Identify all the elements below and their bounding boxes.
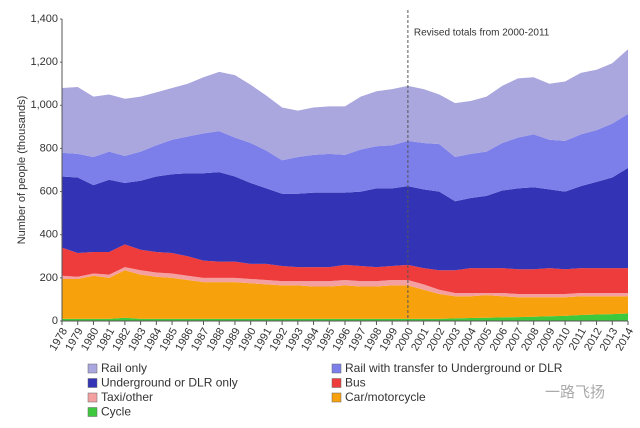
y-tick-label: 1,200 [30,56,58,68]
legend-swatch [331,392,342,403]
y-tick-label: 1,400 [30,13,58,25]
legend-label: Bus [345,376,366,390]
legend-swatch [87,378,98,388]
legend-label: Cycle [101,405,131,419]
area [62,167,628,271]
y-tick-label: 600 [40,185,58,197]
area [62,244,628,295]
y-tick-label: 1,000 [30,99,58,111]
y-tick-label: 800 [40,142,58,154]
area [62,267,628,298]
legend-swatch [87,407,98,417]
legend-swatch [331,363,342,374]
legend-label: Taxi/other [101,390,153,404]
legend-label: Underground or DLR only [101,376,238,390]
area [62,49,628,161]
annotation-text: Revised totals from 2000-2011 [414,28,550,39]
area [62,313,628,321]
legend-swatch [331,378,342,388]
watermark: 一路飞扬 [545,384,605,401]
y-tick-label: 400 [40,229,58,241]
y-axis-title: Number of people (thousands) [16,96,28,245]
area [62,270,628,319]
y-tick-label: 200 [40,272,58,284]
legend-label: Rail with transfer to Underground or DLR [345,361,563,375]
legend-label: Rail only [101,361,147,375]
area [62,113,628,202]
y-tick-label: 0 [52,315,58,327]
legend-swatch [87,363,98,374]
legend-label: Car/motorcycle [345,390,426,404]
legend-swatch [87,392,98,403]
